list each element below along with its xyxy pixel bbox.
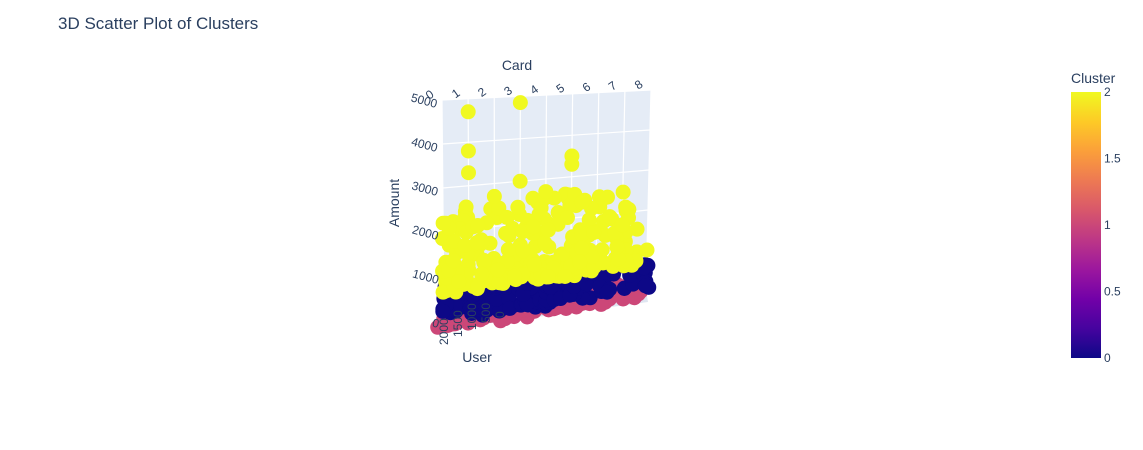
point-cluster-2 xyxy=(559,210,575,226)
amount-tick-label: 1000 xyxy=(411,266,441,287)
point-cluster-1 xyxy=(439,316,455,332)
point-cluster-1 xyxy=(593,296,609,312)
point-cluster-2 xyxy=(499,209,515,225)
user-tick-label: 500 xyxy=(479,303,493,323)
point-cluster-2-outlier xyxy=(564,156,580,172)
gridline-amount xyxy=(442,129,651,145)
point-cluster-0 xyxy=(637,278,653,294)
point-cluster-2-outlier xyxy=(639,242,655,258)
point-cluster-2 xyxy=(586,225,602,241)
point-cluster-2-outlier xyxy=(486,188,502,204)
point-cluster-0 xyxy=(488,291,504,307)
point-cluster-2 xyxy=(611,251,627,267)
colorbar-tick-label: 1 xyxy=(1104,218,1111,232)
point-cluster-2 xyxy=(507,268,523,284)
point-cluster-2 xyxy=(490,262,506,278)
point-cluster-2 xyxy=(474,266,490,282)
colorbar-tick-label: 1.5 xyxy=(1104,152,1121,166)
amount-tick-label: 2000 xyxy=(411,222,441,243)
amount-tick-label: 0 xyxy=(431,316,441,331)
point-cluster-2-outlier xyxy=(435,215,451,231)
point-cluster-2-outlier xyxy=(512,95,528,111)
point-cluster-2 xyxy=(515,243,531,259)
point-cluster-2 xyxy=(500,242,516,258)
point-cluster-2 xyxy=(574,194,590,210)
point-cluster-2 xyxy=(526,257,542,273)
point-cluster-2 xyxy=(500,253,516,269)
point-cluster-2 xyxy=(445,253,461,269)
gridline-amount xyxy=(442,169,650,189)
x-axis-title: User xyxy=(462,349,492,365)
amount-tick-label: 3000 xyxy=(410,178,440,199)
point-cluster-2 xyxy=(581,212,597,228)
user-tick-label: 2000 xyxy=(437,318,451,345)
point-cluster-2 xyxy=(457,237,473,253)
gridline-amount xyxy=(441,89,652,101)
point-cluster-2-outlier xyxy=(460,143,476,159)
data-points xyxy=(430,95,657,335)
point-cluster-2-outlier xyxy=(461,165,477,181)
point-cluster-2 xyxy=(600,189,616,205)
point-cluster-2 xyxy=(501,228,517,244)
point-cluster-2 xyxy=(470,278,486,294)
user-tick-label: 0 xyxy=(493,311,507,318)
point-cluster-2 xyxy=(629,221,645,237)
point-cluster-2 xyxy=(615,184,631,200)
point-cluster-2 xyxy=(574,226,590,242)
point-cluster-2 xyxy=(609,239,625,255)
point-cluster-2 xyxy=(584,249,600,265)
point-cluster-2 xyxy=(602,209,618,225)
point-cluster-2 xyxy=(451,273,467,289)
point-cluster-2 xyxy=(491,275,507,291)
point-cluster-2-outlier xyxy=(538,184,554,200)
colorbar-ticks: 0 0.5 1 1.5 2 xyxy=(1104,85,1121,365)
colorbar-tick-label: 0 xyxy=(1104,351,1111,365)
point-cluster-2 xyxy=(540,222,556,238)
point-cluster-2-outlier xyxy=(614,217,630,233)
point-cluster-2 xyxy=(510,199,526,215)
point-cluster-2 xyxy=(476,254,492,270)
point-cluster-2 xyxy=(469,235,485,251)
z-axis-title: Amount xyxy=(386,179,402,227)
point-cluster-2 xyxy=(470,218,486,234)
point-cluster-2-outlier xyxy=(460,104,476,120)
colorbar-tick-label: 2 xyxy=(1104,85,1111,99)
point-cluster-2 xyxy=(574,240,590,256)
point-cluster-0 xyxy=(599,284,615,300)
chart-title: 3D Scatter Plot of Clusters xyxy=(58,14,259,33)
point-cluster-2 xyxy=(537,235,553,251)
point-cluster-0 xyxy=(435,303,451,319)
point-cluster-2 xyxy=(540,268,556,284)
colorbar xyxy=(1071,92,1101,358)
y-axis-title: Card xyxy=(502,57,532,73)
colorbar-title: Cluster xyxy=(1071,70,1116,86)
colorbar-tick-label: 0.5 xyxy=(1104,285,1121,299)
user-tick-label: 1000 xyxy=(465,303,479,330)
user-tick-label: 1500 xyxy=(451,310,465,337)
point-cluster-2 xyxy=(618,199,634,215)
point-cluster-2-outlier xyxy=(512,173,528,189)
point-cluster-2 xyxy=(595,255,611,271)
point-cluster-2 xyxy=(557,268,573,284)
amount-tick-label: 5000 xyxy=(409,90,439,111)
point-cluster-2 xyxy=(525,219,541,235)
amount-tick-label: 4000 xyxy=(410,134,440,155)
point-cluster-2 xyxy=(572,254,588,270)
